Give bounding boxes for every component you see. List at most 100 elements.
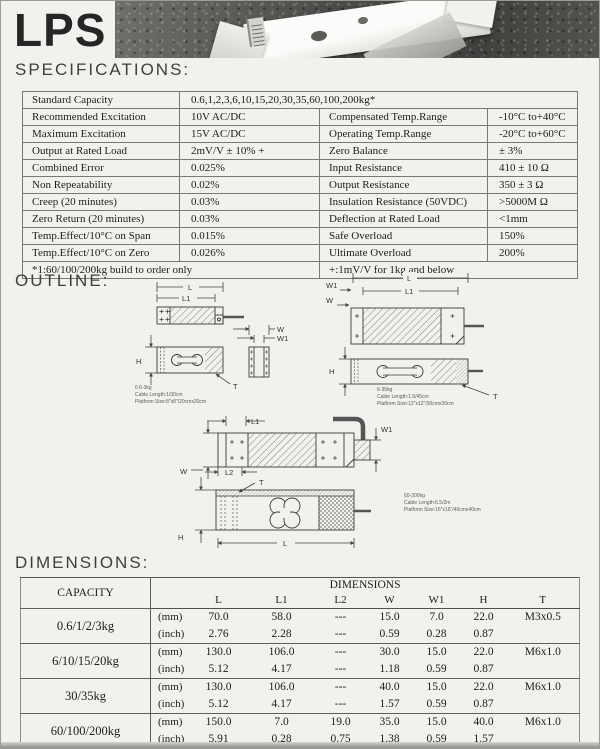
dim-value: ---: [314, 678, 367, 696]
dimensions-heading: DIMENSIONS:: [15, 553, 150, 572]
thread-value: M3x0.5: [506, 608, 580, 644]
side-view: [156, 346, 224, 374]
caption-range: 60-200kg: [404, 493, 425, 499]
spec-footnote-left: *1:60/100/200kg build to order only: [22, 261, 320, 279]
capacity-cell: 0.6/1/2/3kg: [20, 608, 151, 644]
dim-value: 0.87: [473, 663, 494, 675]
dim-label-W1: W1: [381, 425, 392, 434]
col-header-W1: W1: [412, 593, 461, 609]
dim-label-W: W: [180, 467, 188, 476]
spec-label: Output at Rated Load: [22, 142, 180, 160]
side-view: [350, 358, 483, 385]
t-leader: [215, 373, 231, 385]
end-view: [248, 346, 270, 378]
spec-label: Zero Return (20 minutes): [22, 210, 180, 228]
dim-label-T: T: [233, 382, 238, 391]
dim-value: 0.59: [426, 663, 447, 675]
dims-row-mm: 30/35kg (mm) 130.0 106.0 --- 40.0 15.0 2…: [20, 678, 580, 714]
spec-value: 2mV/V ± 10% +: [179, 142, 320, 160]
spec-value: 150%: [486, 227, 579, 245]
spec-row: Maximum Excitation 15V AC/DC Operating Te…: [22, 125, 579, 143]
dim-value: 2.28: [271, 628, 292, 640]
dim-value: 130.0: [188, 643, 249, 661]
spec-value: 0.02%: [179, 176, 320, 194]
dim-value: 15.0: [366, 608, 413, 626]
outline-drawing-small: L L1 H T: [135, 281, 288, 405]
dim-label-L1: L1: [405, 287, 413, 296]
unit-cell: (inch): [158, 698, 185, 710]
page-title: LPS: [14, 4, 107, 56]
dim-value: 130.0: [188, 678, 249, 696]
dims-row-inch: (inch) 2.76 2.28 --- 0.59 0.28 0.87: [21, 626, 580, 644]
caption-range: 6-35kg: [377, 387, 393, 393]
specifications-heading: SPECIFICATIONS:: [15, 60, 191, 79]
dimensions-table: CAPACITY DIMENSIONS L L1 L2 W W1 H T 0.6…: [20, 577, 581, 748]
spec-row: Zero Return (20 minutes) 0.03% Deflection…: [22, 210, 579, 228]
dims-subheader-row: L L1 L2 W W1 H T: [21, 593, 580, 609]
dim-label-L: L: [283, 539, 287, 548]
spec-value: <1mm: [486, 210, 579, 228]
caption-medium: 6-35kg Cable Length:1.5/45cm Platform Si…: [377, 387, 454, 407]
spec-label: Input Resistance: [319, 159, 488, 177]
capacity-cell: 30/35kg: [20, 678, 151, 714]
dim-value: 4.17: [271, 663, 292, 675]
dim-value: 5.12: [208, 698, 229, 710]
spec-value: -20°C to+60°C: [486, 125, 579, 143]
l2-dimension: [205, 467, 257, 476]
top-view: [217, 432, 371, 468]
dim-value: 7.0: [412, 608, 461, 626]
dim-label-bg: [403, 272, 417, 283]
dim-value: 58.0: [248, 608, 315, 626]
unit-cell: (inch): [158, 663, 185, 675]
spec-label: Recommended Excitation: [22, 108, 180, 126]
dims-row-mm: 6/10/15/20kg (mm) 130.0 106.0 --- 30.0 1…: [20, 643, 580, 679]
caption-small: 0.6-3kg Cable Length:1/30cm Platform Siz…: [135, 385, 206, 405]
dim-value: 15.0: [412, 643, 461, 661]
spec-label: Zero Balance: [319, 142, 488, 160]
thread-value: M6x1.0: [506, 643, 580, 679]
spec-label: Compensated Temp.Range: [319, 108, 488, 126]
spec-value: >5000M Ω: [486, 193, 579, 211]
unit-cell: (mm): [150, 608, 189, 626]
spec-value: 15V AC/DC: [179, 125, 320, 143]
spec-value: 0.026%: [179, 244, 320, 262]
w-dimension: [191, 421, 218, 479]
outline-heading: OUTLINE:: [15, 271, 110, 290]
spec-value: 350 ± 3 Ω: [486, 176, 579, 194]
spec-row: Non Repeatability 0.02% Output Resistance…: [22, 176, 579, 194]
side-view: [215, 489, 371, 531]
caption-cable: Cable Length:6.5/2m: [404, 500, 450, 506]
dim-label-W: W: [326, 296, 334, 305]
capacity-cell: 6/10/15/20kg: [20, 643, 151, 679]
dim-value: ---: [314, 608, 367, 626]
dim-value: 0.59: [379, 628, 400, 640]
col-header-L1: L1: [248, 593, 315, 609]
spec-row: Temp.Effect/10°C on Span 0.015% Safe Over…: [22, 227, 579, 245]
spec-label: Creep (20 minutes): [22, 193, 180, 211]
dim-value: 7.0: [248, 713, 315, 731]
dim-value: 15.0: [412, 678, 461, 696]
caption-cable: Cable Length:1.5/45cm: [377, 394, 429, 400]
unit-column-header: [150, 593, 189, 609]
dims-row-mm: 0.6/1/2/3kg (mm) 70.0 58.0 --- 15.0 7.0 …: [20, 608, 580, 644]
dim-value: 0.59: [426, 698, 447, 710]
product-photo: [115, 1, 599, 58]
spec-label: Non Repeatability: [22, 176, 180, 194]
dim-value: ---: [314, 643, 367, 661]
dim-value: 35.0: [366, 713, 413, 731]
cable: [333, 416, 366, 440]
spec-value: ± 3%: [486, 142, 579, 160]
dim-value: 15.0: [412, 713, 461, 731]
h-dimension: [145, 335, 157, 385]
top-view: [156, 306, 244, 325]
dim-value: 4.17: [271, 698, 292, 710]
w-dimensions: [233, 325, 275, 343]
dims-row-inch: (inch) 5.12 4.17 --- 1.57 0.59 0.87: [21, 696, 580, 714]
dim-value: ---: [334, 628, 347, 640]
dim-value: 2.76: [208, 628, 229, 640]
dim-value: 1.18: [379, 663, 400, 675]
dim-value: 1.57: [379, 698, 400, 710]
dim-label-L: L: [188, 283, 192, 292]
dim-label-W: W: [277, 325, 285, 334]
dim-label-L1: L1: [251, 417, 259, 426]
